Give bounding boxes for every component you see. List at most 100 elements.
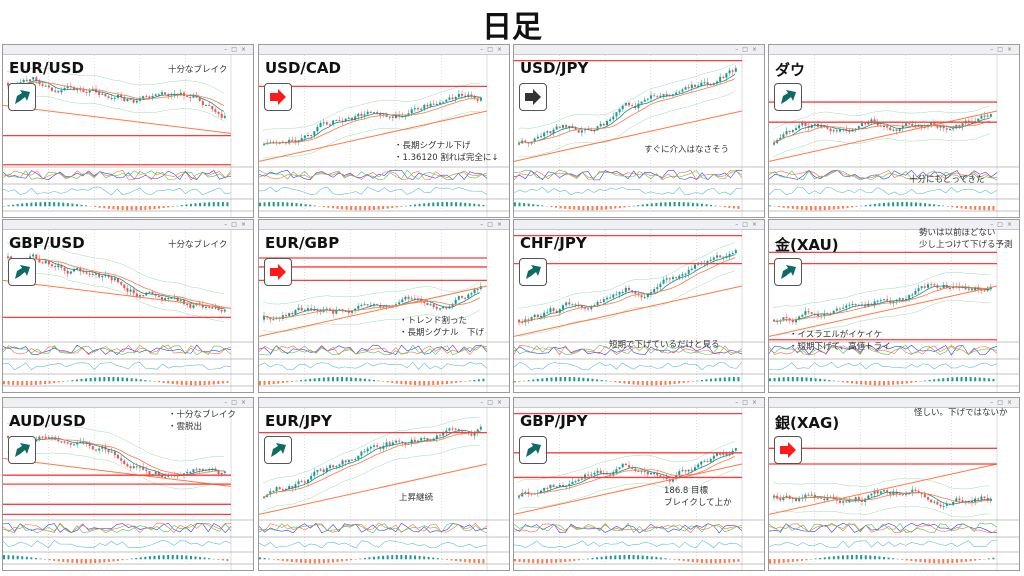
macd-bar	[89, 559, 92, 564]
macd-bar	[464, 381, 467, 382]
candle	[391, 442, 394, 445]
chart-window[interactable]: –□× EUR/JPY 上昇継続	[258, 397, 510, 571]
pair-label: GBP/USD	[9, 234, 85, 252]
window-titlebar[interactable]: –□×	[769, 398, 1019, 408]
macd-bar	[855, 555, 858, 560]
chart-window[interactable]: –□× AUD/USD ・十分なブレイク ・雲脱出	[2, 397, 254, 571]
candle	[413, 108, 416, 110]
window-titlebar[interactable]: –□×	[514, 220, 764, 230]
candle	[662, 279, 665, 284]
candle	[555, 126, 558, 130]
macd-bar	[678, 559, 681, 561]
macd-bar	[208, 202, 211, 207]
chart-window[interactable]: –□× 金(XAU) 勢いは以前ほどない 少し上つけて下げる予測 ・イスラエルがイケイケ…	[768, 219, 1020, 393]
macd-bar	[62, 202, 65, 207]
window-controls[interactable]: –□×	[224, 399, 250, 406]
window-controls[interactable]: –□×	[735, 399, 761, 406]
macd-bar	[555, 559, 558, 563]
chart-window[interactable]: –□× GBP/JPY 186.8 目標 ブレイクして上か	[513, 397, 765, 571]
ma-mid-line	[517, 455, 736, 497]
candle	[198, 303, 201, 305]
candle	[842, 501, 845, 503]
candle	[360, 304, 363, 306]
ma-short-line	[262, 95, 480, 145]
window-titlebar[interactable]: –□×	[3, 220, 253, 230]
macd-bar	[974, 377, 977, 382]
candle	[214, 109, 217, 112]
window-titlebar[interactable]: –□×	[3, 45, 253, 55]
macd-bar	[80, 378, 83, 382]
candle	[543, 132, 546, 137]
window-titlebar[interactable]: –□×	[3, 398, 253, 408]
candle	[201, 101, 204, 106]
macd-bar	[942, 559, 945, 564]
macd-bar	[217, 559, 220, 560]
window-titlebar[interactable]: –□×	[259, 45, 509, 55]
bollinger-upper	[772, 105, 990, 130]
window-controls[interactable]: –□×	[735, 221, 761, 228]
chart-window[interactable]: –□× CHF/JPY 短期で下げているだけと見る	[513, 219, 765, 393]
macd-bar	[455, 202, 458, 207]
macd-bar	[189, 555, 192, 560]
candle	[615, 294, 618, 296]
chart-window[interactable]: –□× EUR/GBP ・トレンド割った ・長期シグナル 下げ	[258, 219, 510, 393]
macd-bar	[723, 377, 726, 382]
candle	[41, 436, 44, 438]
macd-bar	[700, 203, 703, 207]
bollinger-upper	[772, 272, 990, 308]
macd-bar	[568, 377, 571, 382]
chart-window[interactable]: –□× EUR/USD 十分なブレイク	[2, 44, 254, 218]
candle	[690, 469, 693, 471]
candle	[971, 288, 973, 291]
macd-bar	[263, 381, 266, 385]
macd-bar	[901, 381, 904, 384]
price-chart	[514, 408, 764, 570]
macd-bar	[883, 202, 885, 207]
chart-window[interactable]: –□× 銀(XAG) 怪しい。下げではないか	[768, 397, 1020, 571]
candle	[879, 491, 882, 494]
candle	[911, 489, 914, 494]
candle	[369, 446, 372, 449]
candle	[344, 460, 347, 463]
candle	[857, 497, 860, 500]
window-controls[interactable]: –□×	[480, 46, 506, 53]
window-controls[interactable]: –□×	[735, 46, 761, 53]
chart-window[interactable]: –□× USD/CAD ・長期シグナル下げ ・1.36120 割れば完全に↓	[258, 44, 510, 218]
window-titlebar[interactable]: –□×	[259, 398, 509, 408]
window-controls[interactable]: –□×	[990, 399, 1016, 406]
window-controls[interactable]: –□×	[990, 46, 1016, 53]
candle	[310, 135, 313, 137]
chart-window[interactable]: –□× USD/JPY すぐに介入はなさそう	[513, 44, 765, 218]
macd-bar	[185, 555, 188, 560]
macd-bar	[331, 559, 334, 563]
window-controls[interactable]: –□×	[224, 221, 250, 228]
window-titlebar[interactable]: –□×	[514, 45, 764, 55]
candle	[426, 438, 429, 441]
window-titlebar[interactable]: –□×	[514, 398, 764, 408]
chart-window[interactable]: –□× ダウ 十分にもどってきた	[768, 44, 1020, 218]
candle	[294, 310, 297, 315]
window-titlebar[interactable]: –□×	[769, 220, 1019, 230]
window-controls[interactable]: –□×	[224, 46, 250, 53]
window-controls[interactable]: –□×	[480, 399, 506, 406]
window-controls[interactable]: –□×	[990, 221, 1016, 228]
macd-bar	[532, 379, 535, 382]
macd-bar	[851, 381, 854, 384]
window-titlebar[interactable]: –□×	[769, 45, 1019, 55]
candle	[694, 84, 696, 87]
window-titlebar[interactable]: –□×	[259, 220, 509, 230]
macd-bar	[814, 206, 817, 211]
candle	[527, 142, 530, 144]
chart-window[interactable]: –□× GBP/USD 十分なブレイク	[2, 219, 254, 393]
candle	[344, 118, 347, 122]
window-controls[interactable]: –□×	[480, 221, 506, 228]
candle	[120, 282, 123, 285]
candle	[590, 474, 593, 476]
indicator-line	[3, 522, 232, 534]
macd-bar	[34, 202, 37, 207]
candle	[300, 481, 303, 483]
pair-label: EUR/JPY	[265, 412, 332, 430]
candle	[618, 109, 621, 113]
price-chart	[259, 408, 509, 570]
candle	[117, 454, 119, 459]
